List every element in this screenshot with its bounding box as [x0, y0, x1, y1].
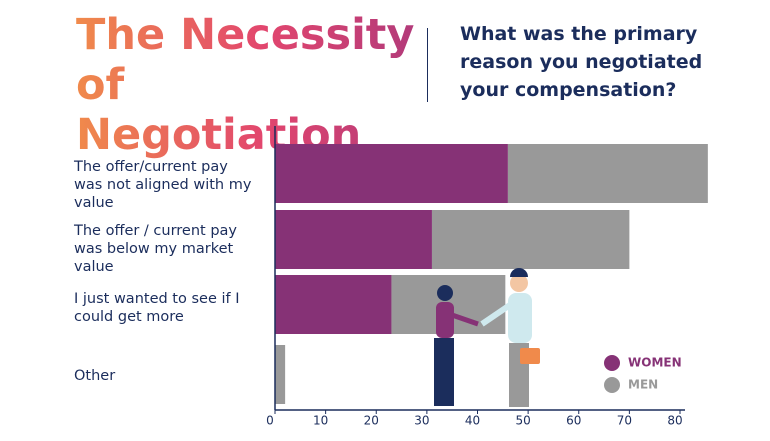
- illustration: [434, 268, 540, 407]
- legend-label: WOMEN: [628, 356, 682, 370]
- legend-label: MEN: [628, 378, 658, 392]
- chart-subtitle: What was the primary reason you negotiat…: [460, 23, 703, 101]
- divider: [427, 28, 428, 102]
- x-tick-label: 0: [266, 414, 274, 428]
- axes: 0 10 20 30 40 50 60 70 80 WOMEN MEN: [266, 126, 685, 428]
- category-label: Other: [74, 368, 116, 384]
- category-label: The offer/current pay was not aligned wi…: [74, 159, 252, 211]
- legend-swatch: [604, 377, 620, 393]
- bar-segment: [275, 275, 392, 334]
- x-tick-label: 50: [515, 414, 530, 428]
- category-label: The offer / current pay was below my mar…: [74, 223, 238, 275]
- x-tick-label: 30: [414, 414, 429, 428]
- x-tick-label: 70: [617, 414, 632, 428]
- bar-segment: [507, 144, 708, 203]
- bar-segment: [275, 144, 508, 203]
- bar-segment: [275, 345, 286, 404]
- legend-swatch: [604, 355, 620, 371]
- x-tick-label: 10: [313, 414, 328, 428]
- bar-segment: [275, 210, 432, 269]
- x-tick-label: 60: [566, 414, 581, 428]
- x-tick-label: 80: [667, 414, 682, 428]
- x-tick-label: 20: [364, 414, 379, 428]
- x-tick-label: 40: [465, 414, 480, 428]
- bar-segment: [431, 210, 630, 269]
- category-label: I just wanted to see if I could get more: [74, 291, 240, 325]
